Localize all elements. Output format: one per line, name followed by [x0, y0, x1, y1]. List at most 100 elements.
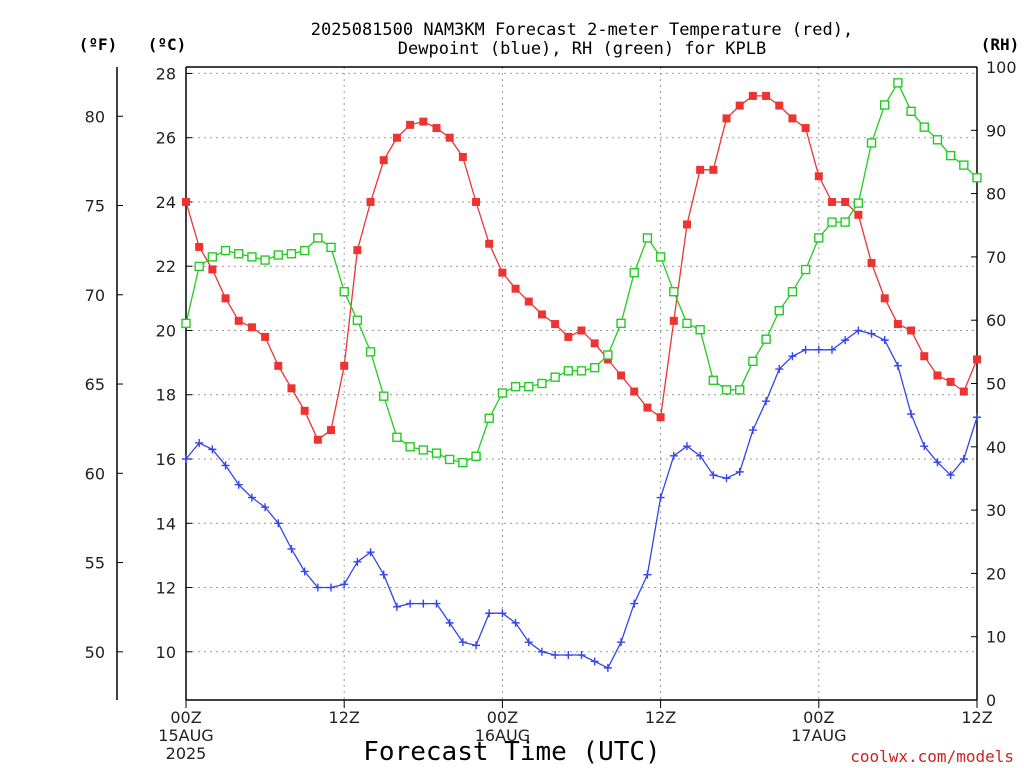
dewpoint-point — [788, 352, 797, 361]
rh-point — [721, 385, 732, 395]
dewpoint-point — [590, 657, 599, 666]
temperature-point — [472, 197, 481, 206]
rh-point — [642, 233, 653, 243]
dewpoint-point — [801, 345, 810, 354]
rh-point — [537, 378, 547, 389]
celsius-tick-label: 10 — [156, 643, 176, 662]
temperature-point — [748, 91, 757, 100]
temperature-point — [445, 133, 454, 142]
dewpoint-point — [300, 567, 309, 576]
celsius-tick-label: 14 — [156, 514, 176, 533]
dewpoint-point — [537, 647, 546, 656]
temperature-point — [537, 310, 546, 319]
dewpoint-point — [234, 480, 243, 489]
rh-point — [787, 287, 798, 297]
celsius-tick-label: 18 — [156, 386, 176, 405]
rh-tick-label: 30 — [986, 501, 1006, 520]
dewpoint-point — [748, 426, 757, 435]
fahrenheit-tick-label: 55 — [85, 554, 105, 573]
dewpoint-point — [182, 455, 190, 464]
temperature-point — [419, 117, 428, 126]
dewpoint-point — [313, 583, 322, 592]
dewpoint-point — [814, 345, 823, 354]
rh-point — [800, 264, 811, 275]
dewpoint-point — [867, 329, 876, 338]
temperature-point — [696, 165, 705, 174]
rh-point — [589, 362, 600, 373]
credit-text: coolwx.com/models — [850, 747, 1014, 766]
celsius-tick-label: 26 — [156, 129, 176, 148]
temperature-point — [234, 316, 243, 325]
temperature-point — [762, 91, 771, 100]
temperature-point — [907, 326, 916, 335]
dewpoint-point — [973, 413, 981, 422]
x-tick-label: 00Z — [170, 708, 201, 727]
dewpoint-point — [406, 599, 415, 608]
dewpoint-point — [379, 570, 388, 579]
dewpoint-point — [353, 557, 362, 566]
temperature-point — [617, 371, 626, 380]
rh-tick-label: 0 — [986, 691, 996, 710]
dewpoint-point — [907, 410, 916, 419]
dewpoint-point — [577, 651, 586, 660]
temperature-point — [656, 413, 665, 422]
temperature-point — [814, 172, 823, 181]
dewpoint-point — [287, 544, 296, 553]
rh-tick-label: 10 — [986, 628, 1006, 647]
celsius-tick-label: 12 — [156, 579, 176, 598]
temperature-point — [379, 156, 388, 165]
rh-point — [919, 122, 929, 132]
x-tick-label: 12Z — [329, 708, 360, 727]
dewpoint-point — [617, 638, 626, 647]
dewpoint-point — [696, 451, 705, 460]
dewpoint-point — [551, 651, 560, 660]
x-tick-date-label: 15AUG — [158, 726, 213, 745]
rh-point — [431, 448, 442, 458]
dewpoint-point — [485, 609, 494, 618]
rh-point — [260, 255, 270, 265]
temperature-point — [775, 101, 784, 110]
rh-point — [524, 381, 534, 392]
temperature-point — [682, 220, 691, 229]
temperature-series — [182, 91, 981, 444]
dewpoint-point — [274, 519, 283, 528]
temperature-point — [867, 259, 876, 268]
rh-point — [418, 445, 428, 455]
dewpoint-point — [261, 503, 270, 512]
rh-unit-label: (RH) — [981, 35, 1020, 54]
dewpoint-point — [735, 467, 744, 476]
fahrenheit-tick-label: 50 — [85, 643, 105, 662]
temperature-point — [392, 133, 401, 142]
temperature-point — [353, 246, 362, 255]
dewpoint-point — [564, 651, 573, 660]
rh-point — [207, 252, 218, 262]
rh-point — [550, 372, 560, 382]
x-tick-date-label: 17AUG — [791, 726, 846, 745]
rh-point — [484, 413, 494, 424]
dewpoint-point — [327, 583, 336, 592]
temperature-point — [643, 403, 652, 412]
rh-point — [234, 249, 244, 259]
rh-point — [339, 287, 349, 297]
grid-layer — [185, 67, 978, 700]
dewpoint-point — [392, 602, 401, 611]
temperature-point — [327, 426, 336, 435]
dewpoint-point — [208, 445, 217, 454]
dewpoint-point — [498, 609, 507, 618]
dewpoint-point — [827, 345, 836, 354]
rh-point — [181, 318, 191, 329]
rh-point — [220, 245, 231, 256]
rh-point — [735, 385, 745, 395]
temperature-point — [827, 197, 836, 206]
temperature-line — [185, 95, 978, 441]
x-tick-date-label: 16AUG — [475, 726, 530, 745]
rh-point — [682, 318, 692, 329]
rh-point — [510, 381, 521, 392]
temperature-point — [182, 197, 190, 206]
dewpoint-point — [920, 442, 929, 451]
rh-tick-label: 70 — [986, 248, 1006, 267]
rh-point — [247, 252, 257, 262]
rh-point — [405, 442, 415, 452]
rh-point — [880, 100, 890, 110]
